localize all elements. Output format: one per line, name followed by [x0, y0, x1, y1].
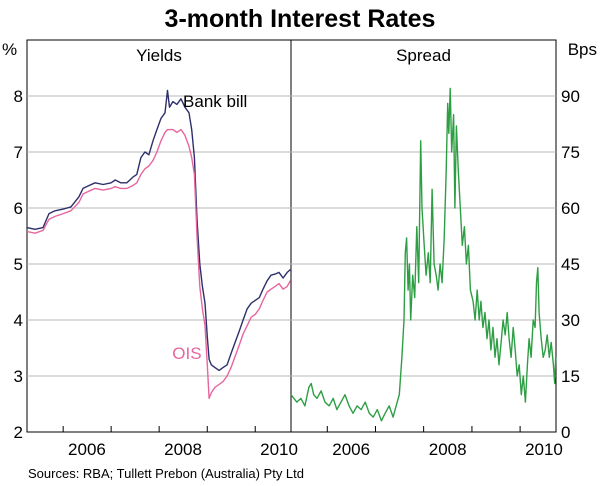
x-tick-label: 2008: [429, 440, 467, 459]
right-y-unit: Bps: [568, 40, 597, 59]
panel-title: Yields: [136, 46, 182, 65]
chart-title: 3-month Interest Rates: [165, 5, 436, 33]
left-y-tick-label: 4: [14, 311, 23, 330]
panel-title: Spread: [396, 46, 451, 65]
right-y-tick-label: 15: [561, 367, 580, 386]
x-tick-label: 2006: [68, 440, 106, 459]
right-y-tick-label: 90: [561, 87, 580, 106]
right-y-tick-label: 45: [561, 255, 580, 274]
left-y-unit: %: [2, 40, 17, 59]
x-tick-label: 2008: [164, 440, 202, 459]
left-y-tick-label: 6: [14, 199, 23, 218]
series-label-ois: OIS: [172, 344, 201, 363]
x-tick-label: 2010: [525, 440, 563, 459]
x-tick-label: 2006: [332, 440, 370, 459]
series-line-spread: [290, 87, 557, 422]
left-y-tick-label: 5: [14, 255, 23, 274]
series-line-ois: [26, 128, 291, 400]
right-y-tick-label: 75: [561, 143, 580, 162]
left-y-tick-label: 3: [14, 367, 23, 386]
series-label-bank-bill: Bank bill: [183, 92, 247, 111]
x-tick-label: 2010: [260, 440, 298, 459]
left-y-tick-label: 7: [14, 143, 23, 162]
right-y-tick-label: 60: [561, 199, 580, 218]
right-y-tick-label: 30: [561, 311, 580, 330]
left-y-tick-label: 2: [14, 423, 23, 442]
right-y-tick-label: 0: [561, 423, 570, 442]
left-y-tick-label: 8: [14, 87, 23, 106]
series-line-bank-bill: [26, 89, 291, 372]
source-note: Sources: RBA; Tullett Prebon (Australia)…: [28, 466, 304, 481]
